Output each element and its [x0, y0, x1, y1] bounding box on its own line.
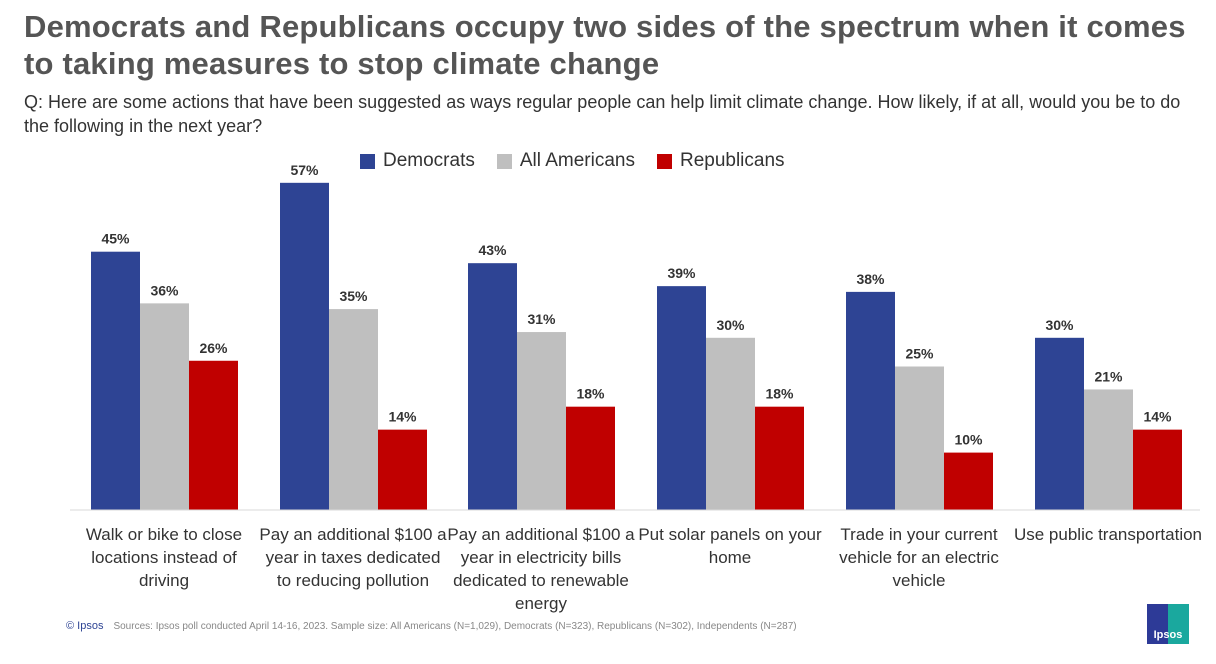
- legend-label: Republicans: [679, 150, 785, 171]
- bar: [517, 332, 566, 510]
- data-label: 21%: [1094, 368, 1123, 384]
- data-label: 18%: [576, 386, 605, 402]
- legend-swatch: [360, 153, 375, 169]
- legend: Democrats All Americans Republicans: [360, 150, 785, 172]
- data-label: 18%: [765, 386, 794, 402]
- legend-all-americans: All Americans: [496, 150, 635, 172]
- data-label: 26%: [199, 340, 228, 356]
- bar: [140, 303, 189, 510]
- bar: [755, 406, 804, 510]
- bar: [468, 263, 517, 510]
- legend-democrats: Democrats: [360, 150, 475, 172]
- data-label: 30%: [1045, 317, 1074, 333]
- data-label: 25%: [905, 346, 934, 362]
- bar: [846, 291, 895, 510]
- data-label: 39%: [667, 265, 696, 281]
- legend-label: Democrats: [383, 150, 475, 171]
- data-label: 38%: [856, 271, 885, 287]
- data-label: 57%: [290, 162, 319, 178]
- data-label: 30%: [716, 317, 745, 333]
- data-label: 14%: [388, 409, 417, 425]
- bar: [1084, 389, 1133, 510]
- legend-swatch: [656, 153, 672, 169]
- bar: [657, 286, 706, 510]
- bar: [1133, 429, 1182, 510]
- data-label: 36%: [150, 282, 179, 298]
- category-label: Walk or bike to close locations instead …: [85, 525, 243, 590]
- bar: [91, 251, 140, 510]
- bar: [706, 337, 755, 510]
- data-label: 45%: [101, 231, 130, 247]
- question-text: Q: Here are some actions that have been …: [24, 92, 1181, 136]
- legend-swatch: [496, 153, 512, 169]
- copyright: © Ipsos: [66, 620, 104, 632]
- bar: [280, 182, 329, 510]
- category-label: Use public transportation: [1013, 525, 1203, 544]
- bar: [378, 429, 427, 510]
- category-label: Put solar panels on your home: [638, 525, 822, 567]
- legend-republicans: Republicans: [656, 150, 785, 172]
- bar: [566, 406, 615, 510]
- footer: © Ipsos Sources: Ipsos poll conducted Apr…: [66, 620, 797, 632]
- category-label: Pay an additional $100 a year in electri…: [447, 525, 635, 613]
- category-label: Pay an additional $100 a year in taxes d…: [259, 525, 447, 590]
- data-label: 43%: [478, 242, 507, 258]
- source-note: Sources: Ipsos poll conducted April 14-1…: [113, 621, 797, 632]
- legend-label: All Americans: [519, 150, 635, 171]
- chart-title: Democrats and Republicans occupy two sid…: [24, 9, 1186, 81]
- bar: [189, 360, 238, 510]
- data-label: 14%: [1143, 409, 1172, 425]
- bar: [895, 366, 944, 510]
- ipsos-logo: Ipsos: [1147, 604, 1189, 644]
- data-label: 35%: [339, 288, 368, 304]
- data-label: 10%: [954, 432, 983, 448]
- category-label: Trade in your current vehicle for an ele…: [839, 525, 999, 590]
- data-label: 31%: [527, 311, 556, 327]
- bar: [329, 309, 378, 510]
- bar: [944, 452, 993, 510]
- bar: [1035, 337, 1084, 510]
